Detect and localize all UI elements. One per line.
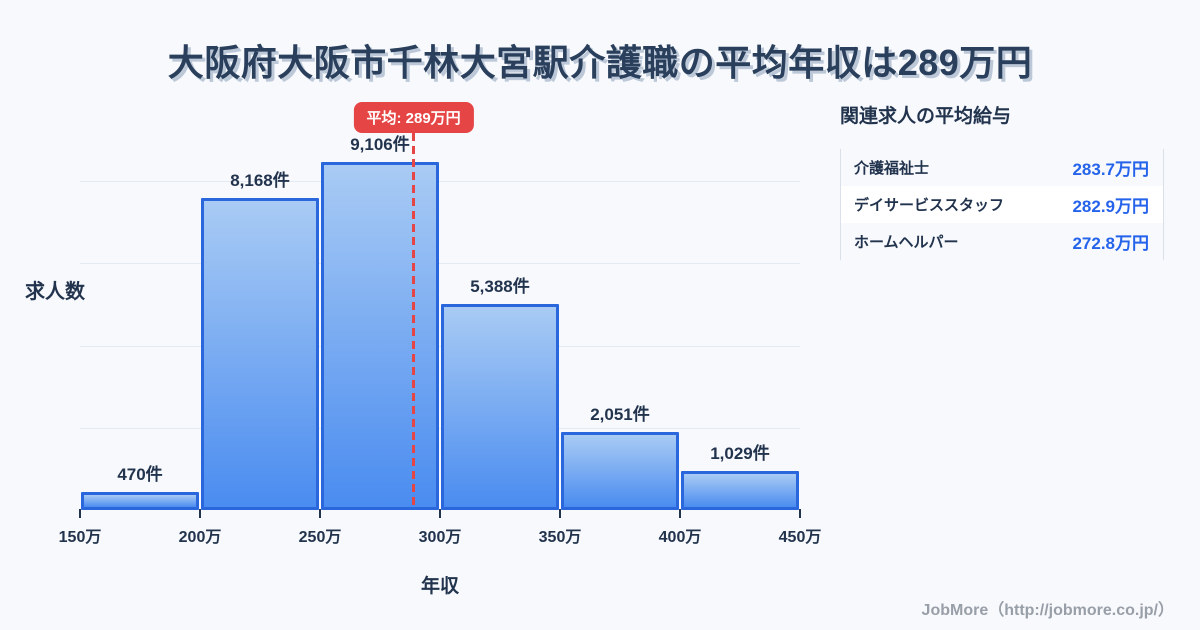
job-salary-value: 282.9万円 — [1072, 197, 1149, 216]
bar-value-label: 470件 — [117, 465, 163, 485]
page-title: 大阪府大阪市千林大宮駅介護職の平均年収は289万円 — [167, 42, 1033, 83]
x-axis-tick — [679, 509, 681, 518]
histogram-bar — [561, 431, 679, 510]
bar-value-label: 1,029件 — [710, 443, 770, 463]
x-axis-tick-label: 450万 — [778, 529, 822, 546]
y-axis-label: 求人数 — [25, 281, 85, 303]
panel-list: 介護福祉士 283.7万円デイサービススタッフ 282.9万円ホームヘルパー 272.… — [840, 149, 1164, 260]
x-axis-tick — [439, 509, 441, 518]
histogram-bar — [81, 492, 199, 510]
bar-value-label: 9,106件 — [350, 135, 410, 154]
related-jobs-panel: 関連求人の平均給与 介護福祉士 283.7万円デイサービススタッフ 282.9万円ホ… — [840, 101, 1164, 260]
gridline — [80, 263, 800, 265]
histogram-bar — [441, 304, 559, 510]
job-salary-value: 283.7万円 — [1072, 160, 1149, 179]
average-badge: 平均: 289万円 — [353, 102, 474, 133]
panel-row: デイサービススタッフ 282.9万円 — [841, 186, 1163, 223]
panel-row: ホームヘルパー 272.8万円 — [841, 223, 1163, 260]
plot-area: 平均: 289万円 470件 8,168件 9,106件 5,388件 2,051件 1,… — [59, 99, 821, 546]
job-type-label: ホームヘルパー — [854, 234, 959, 251]
average-dashed-line — [412, 133, 416, 510]
x-axis-tick — [199, 509, 201, 518]
job-salary-value: 272.8万円 — [1072, 234, 1149, 253]
x-axis-tick-label: 150万 — [58, 529, 102, 546]
bar-value-label: 2,051件 — [590, 404, 650, 424]
bar-value-label: 5,388件 — [470, 277, 530, 297]
job-type-label: デイサービススタッフ — [854, 197, 1005, 214]
gridline — [80, 345, 800, 347]
x-axis-tick-label: 250万 — [298, 529, 342, 546]
x-axis-tick-label: 300万 — [418, 529, 462, 546]
panel-row: 介護福祉士 283.7万円 — [841, 149, 1163, 186]
x-axis-tick — [319, 509, 321, 518]
histogram-bar — [201, 197, 319, 510]
histogram-bar — [321, 162, 439, 510]
x-axis-label: 年収 — [420, 576, 459, 597]
x-axis-tick — [79, 509, 81, 518]
credit-text: JobMore（http://jobmore.co.jp/） — [921, 602, 1174, 619]
x-axis-tick — [559, 509, 561, 518]
gridline — [80, 181, 800, 183]
x-axis-tick — [799, 509, 801, 518]
x-axis-tick-label: 400万 — [658, 529, 702, 546]
x-axis-tick-label: 350万 — [538, 529, 582, 546]
x-axis-tick-label: 200万 — [178, 529, 222, 546]
histogram-bar — [681, 470, 799, 510]
bar-value-label: 8,168件 — [230, 170, 290, 190]
job-type-label: 介護福祉士 — [854, 160, 930, 177]
panel-title: 関連求人の平均給与 — [840, 106, 1012, 127]
gridline — [80, 427, 800, 429]
